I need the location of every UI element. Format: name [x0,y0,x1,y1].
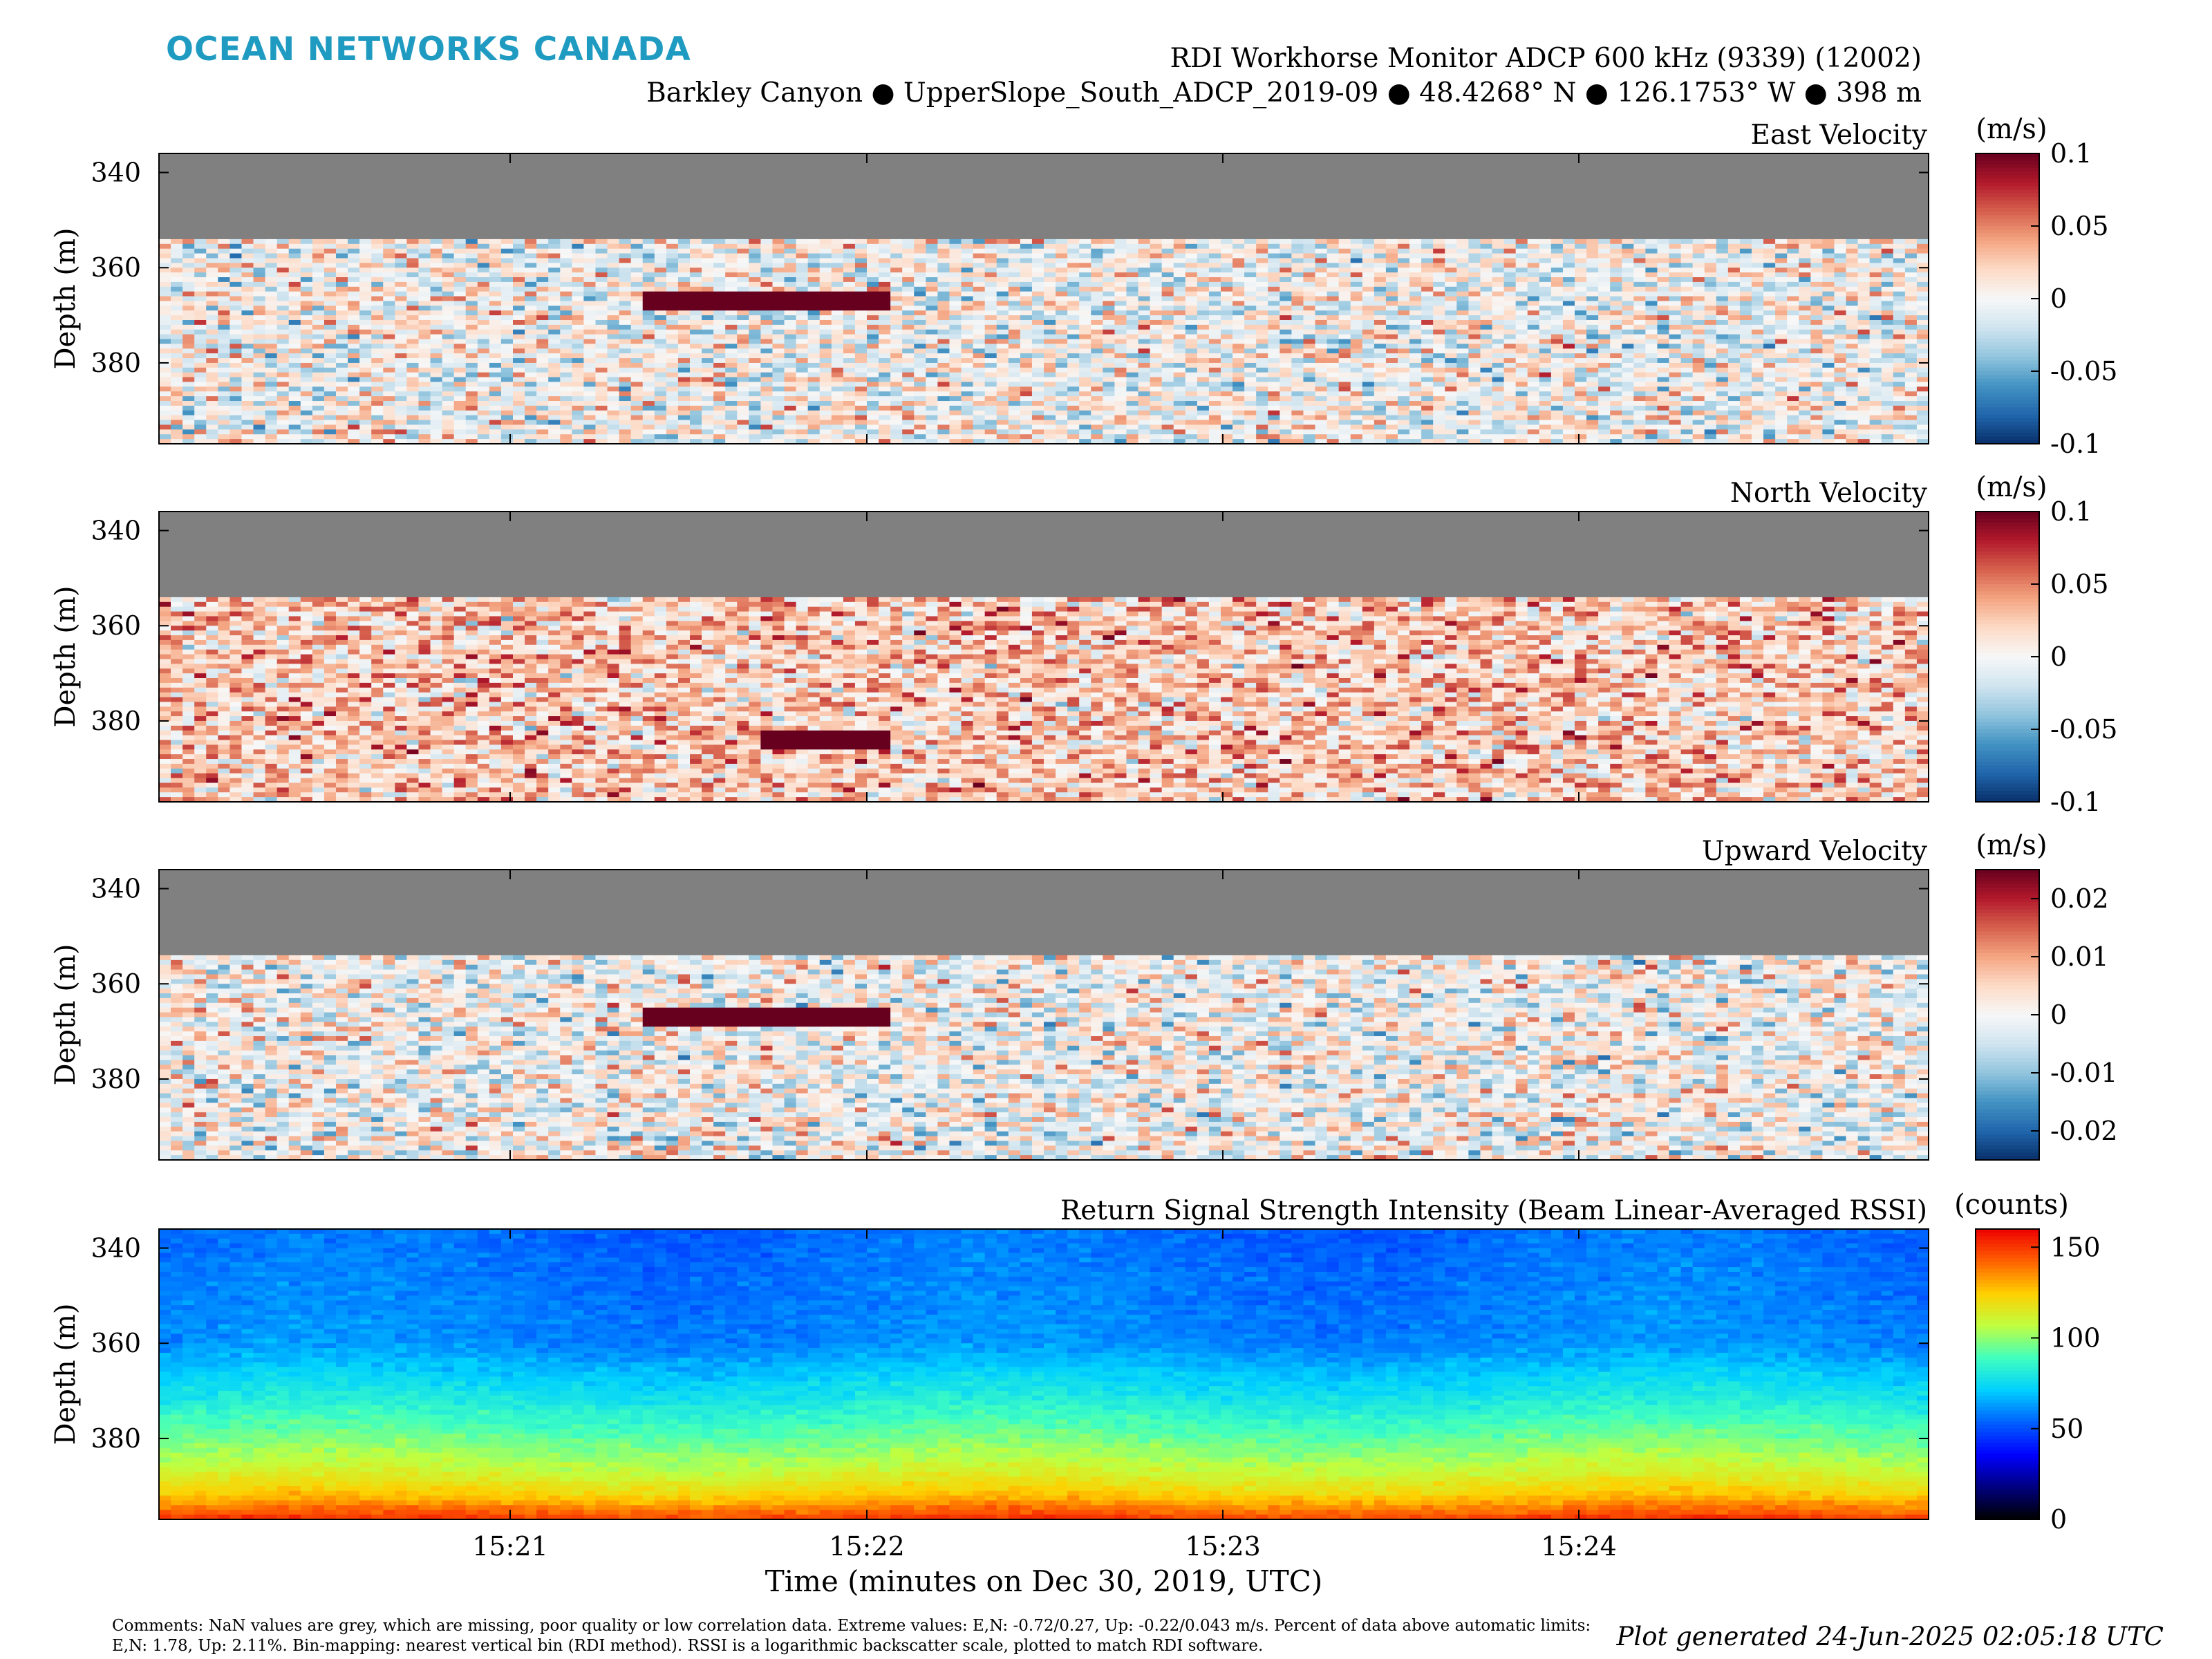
colorbar-label: (m/s) [1976,471,2047,503]
y-tick-label: 360 [91,1328,141,1358]
colorbar-tick-label: 0 [2050,641,2067,672]
colorbar-tick-label: -0.02 [2050,1116,2117,1146]
colorbar-tick-label: 0.05 [2050,569,2109,599]
colorbar-tick-label: 0.1 [2050,138,2092,169]
panel-1: 340 360 380 Depth (m) East Velocity 0.1 0.05 0 -… [50,113,2117,459]
y-tick-label: 340 [91,874,141,904]
heatmap-cells [159,153,1929,444]
x-tick-label: 15:23 [1185,1531,1261,1562]
colorbar-label: (m/s) [1976,830,2047,861]
heatmap-cells [159,512,1929,803]
x-tick-label: 15:22 [829,1531,905,1562]
colorbar-label: (counts) [1954,1189,2069,1221]
colorbar-label: (m/s) [1976,113,2047,145]
colorbar-tick-label: -0.1 [2050,429,2101,459]
colorbar-tick-label: 0.05 [2050,211,2109,241]
y-axis-label: Depth (m) [50,585,82,727]
colorbar-tick-label: 0 [2050,1000,2067,1030]
y-tick-label: 380 [91,1423,141,1454]
colorbar: 0.1 0.05 0 -0.05 -0.1 (m/s) [1976,113,2117,459]
colorbar-tick-label: 0.02 [2050,883,2109,914]
colorbar-tick-label: -0.01 [2050,1058,2117,1088]
colorbar-tick-label: 50 [2050,1414,2083,1444]
panel-title: Return Signal Strength Intensity (Beam L… [1060,1195,1927,1226]
y-tick-label: 360 [91,968,141,999]
colorbar-tick-label: -0.05 [2050,356,2117,386]
colorbar-tick-label: -0.1 [2050,787,2101,817]
heatmap-cells [159,870,1929,1161]
panel-title: East Velocity [1751,120,1927,151]
y-axis-label: Depth (m) [50,227,82,369]
comments-text: Comments: NaN values are grey, which are… [112,1616,1619,1656]
plot-generated-text: Plot generated 24-Jun-2025 02:05:18 UTC [1616,1622,2164,1651]
panel-title: North Velocity [1730,478,1927,509]
colorbar-tick-label: 0 [2050,1504,2067,1535]
colorbar: 150 100 50 0 (counts) [1954,1189,2100,1535]
y-tick-label: 340 [91,158,141,188]
colorbar-tick-label: 150 [2050,1232,2101,1262]
x-tick-label: 15:24 [1541,1531,1617,1562]
colorbar-tick-label: 0 [2050,283,2067,314]
x-tick-label: 15:21 [472,1531,548,1562]
colorbar-tick-label: 0.1 [2050,496,2092,527]
panel-title: Upward Velocity [1702,836,1927,867]
y-tick-label: 360 [91,252,141,283]
heatmap-cells [159,1229,1929,1520]
colorbar: 0.1 0.05 0 -0.05 -0.1 (m/s) [1976,471,2117,817]
y-tick-label: 360 [91,610,141,641]
y-tick-label: 380 [91,1064,141,1094]
y-axis-label: Depth (m) [50,1303,82,1445]
colorbar: 0.02 0.01 0 -0.01 -0.02 (m/s) [1976,830,2117,1161]
y-tick-label: 340 [91,516,141,546]
x-axis-label: Time (minutes on Dec 30, 2019, UTC) [765,1564,1323,1598]
y-tick-label: 380 [91,348,141,378]
y-axis-label: Depth (m) [50,944,82,1085]
panel-4: 340 360 380 15:21 15:22 15:23 15:24 Depth (m) Re… [50,1189,2101,1598]
colorbar-tick-label: 0.01 [2050,941,2109,972]
colorbar-tick-label: -0.05 [2050,714,2117,744]
y-tick-label: 340 [91,1233,141,1264]
y-tick-label: 380 [91,706,141,736]
colorbar-tick-label: 100 [2050,1323,2101,1353]
